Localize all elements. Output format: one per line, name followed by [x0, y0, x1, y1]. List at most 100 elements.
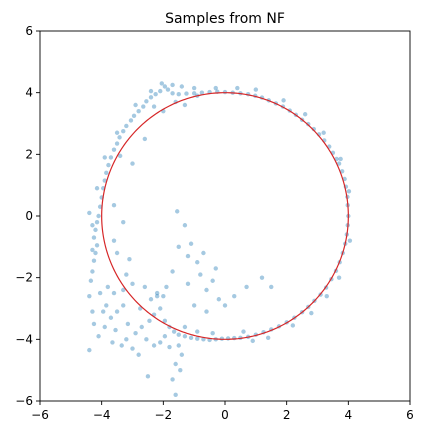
sample-point: [130, 281, 135, 287]
sample-point: [182, 334, 188, 339]
sample-point: [191, 303, 197, 308]
sample-point: [213, 85, 218, 91]
sample-point: [113, 327, 118, 333]
sample-point: [93, 250, 98, 256]
sample-point: [136, 108, 141, 114]
sample-point: [165, 87, 171, 92]
sample-point: [176, 332, 181, 337]
sample-point: [339, 169, 345, 174]
sample-point: [102, 324, 107, 330]
sample-point: [195, 260, 200, 265]
sample-point: [111, 238, 117, 243]
sample-point: [213, 266, 218, 271]
sample-point: [87, 347, 92, 353]
chart-title: Samples from NF: [165, 11, 285, 27]
sample-point: [90, 309, 95, 314]
x-tick-label: 2: [283, 408, 291, 422]
sample-point: [102, 178, 107, 183]
sample-point: [121, 303, 126, 308]
sample-point: [104, 303, 109, 308]
sample-point: [90, 247, 95, 253]
sample-point: [347, 238, 353, 243]
sample-point: [309, 310, 314, 316]
sample-point: [338, 156, 343, 162]
sample-point: [185, 281, 191, 287]
axes-frame: [39, 30, 411, 402]
sample-point: [188, 335, 194, 340]
y-tick-label: −6: [15, 394, 33, 408]
sample-point: [90, 269, 95, 274]
sample-point: [96, 334, 101, 339]
sample-point: [179, 352, 185, 357]
sample-point: [175, 209, 180, 214]
sample-point: [101, 309, 106, 314]
sample-point: [324, 293, 329, 299]
sample-point: [161, 293, 166, 299]
sample-point: [141, 104, 146, 109]
sample-point: [91, 235, 97, 240]
sample-point: [147, 318, 152, 324]
x-tick-label: 0: [221, 408, 229, 422]
sample-point: [111, 203, 117, 208]
sample-point: [148, 95, 154, 100]
sample-point: [176, 92, 181, 97]
sample-point: [170, 82, 175, 88]
sample-point: [130, 161, 135, 166]
sample-point: [97, 290, 103, 296]
sample-point: [142, 284, 148, 290]
sample-point: [321, 130, 326, 135]
sample-point: [114, 250, 120, 256]
sample-point: [265, 335, 271, 340]
sample-point: [159, 81, 164, 86]
sample-point: [151, 104, 157, 109]
sample-point: [133, 330, 138, 336]
sample-point: [198, 272, 203, 277]
sample-point: [144, 99, 149, 104]
x-axis: −6 −4 −2 0 2 4 6: [31, 401, 414, 422]
sample-point: [232, 293, 237, 299]
sample-point: [148, 297, 154, 302]
sample-point: [195, 329, 200, 334]
sample-point: [91, 258, 97, 263]
sample-point: [173, 361, 178, 367]
sample-point: [170, 91, 175, 96]
sample-point: [182, 102, 188, 108]
sample-point: [121, 287, 126, 293]
sample-point: [171, 329, 177, 334]
sample-point: [108, 155, 114, 160]
sample-point: [204, 287, 209, 293]
sample-point: [108, 315, 114, 320]
sample-point: [94, 186, 100, 191]
sample-point: [178, 367, 183, 373]
sample-point: [131, 113, 137, 118]
sample-point: [154, 293, 160, 299]
y-tick-label: 2: [25, 147, 33, 161]
sample-point: [97, 204, 103, 209]
plot-area: [39, 30, 411, 402]
sample-point: [105, 284, 111, 290]
sample-point: [216, 297, 222, 302]
sample-point: [336, 161, 342, 166]
sample-point: [144, 337, 149, 342]
sample-point: [225, 336, 231, 341]
y-tick-label: −4: [15, 332, 33, 346]
sample-point: [253, 87, 259, 92]
sample-point: [158, 340, 163, 345]
sample-point: [136, 352, 141, 357]
sample-point: [117, 135, 122, 140]
x-tick-label: −4: [93, 408, 111, 422]
sample-point: [162, 318, 168, 324]
sample-point: [94, 219, 100, 225]
sample-point: [114, 141, 120, 146]
sample-point: [173, 392, 178, 398]
sample-point: [184, 91, 189, 96]
sample-point: [170, 269, 175, 274]
y-axis: −6 −4 −2 0 2 4 6: [15, 24, 40, 408]
sample-point: [210, 330, 215, 336]
sample-point: [91, 321, 97, 327]
sample-point: [87, 293, 92, 299]
sample-point: [158, 306, 163, 311]
sample-point: [250, 338, 255, 344]
sample-point: [121, 129, 126, 134]
